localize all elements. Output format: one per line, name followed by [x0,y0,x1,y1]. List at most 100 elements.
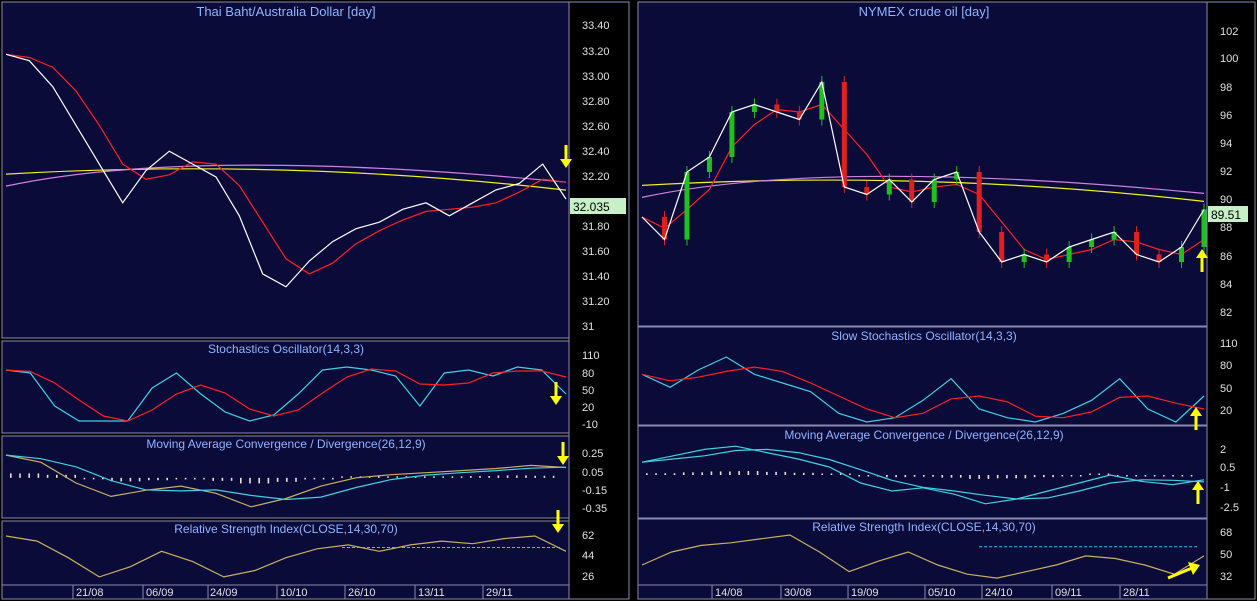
tick-label: 32.60 [582,121,610,133]
right-stoch-title: Slow Stochastics Oscillator(14,3,3) [831,329,1016,343]
macd-histogram-bar [1033,475,1036,478]
signal-line [641,448,1205,500]
tick-label: 33.20 [582,46,610,58]
right-value-axis [1206,1,1256,600]
right-rsi-up-arrow [1167,566,1193,580]
tick-label: 0.05 [582,467,603,479]
right-rsi-title: Relative Strength Index(CLOSE,14,30,70) [812,520,1035,534]
tick-label: 20 [582,402,594,414]
macd-histogram-bar [1024,475,1027,479]
macd-histogram-bar [895,475,897,478]
macd-histogram-bar [1098,473,1101,475]
macd-histogram-bar [1061,475,1064,477]
macd-histogram-bar [682,472,685,475]
left-stoch-title: Stochastics Oscillator(14,3,3) [208,342,364,356]
macd-histogram-bar [552,475,555,478]
macd-histogram-bar [1015,475,1017,479]
tick-label: 0.5 [1220,462,1235,474]
candle-body [819,82,825,120]
macd-histogram-bar [1070,475,1073,477]
plot-layer [5,53,1208,580]
macd-histogram-bar [488,476,490,478]
left-price-ticks: 33.40 33.20 33.00 32.80 32.60 32.40 32.2… [582,20,610,333]
macd-histogram-bar [941,475,944,478]
candle-body [1089,239,1095,247]
candle-body [1156,254,1162,262]
left-macd-title: Moving Average Convergence / Divergence(… [146,437,425,451]
right-rsi-ticks: 68 50 32 [1220,527,1232,583]
tick-label: 50 [1220,549,1232,561]
tick-label: 110 [582,350,600,362]
macd-histogram-bar [138,477,141,482]
macd-histogram-bar [1153,475,1156,477]
left-stoch-panel [1,340,570,434]
left-rsi-title: Relative Strength Index(CLOSE,14,30,70) [174,522,397,536]
tick-label: 32.20 [582,171,610,183]
candle-body [1066,247,1072,262]
right-macd-title: Moving Average Convergence / Divergence(… [784,428,1063,442]
left-value-axis [568,1,630,600]
macd-histogram-bar [378,476,380,478]
left-price-down-arrow [560,159,572,168]
tick-label: 86 [1220,251,1232,263]
macd-histogram-bar [497,475,500,478]
macd-histogram-bar [1126,475,1128,477]
right-macd-panel [637,425,1208,519]
candle-body [796,112,802,120]
candle-body [886,179,892,195]
right-price-title: NYMEX crude oil [day] [859,4,990,19]
macd-histogram-bar [738,471,740,475]
macd-histogram-bar [534,475,536,478]
candle-body [909,179,915,202]
macd-histogram-bar [719,471,722,475]
tick-label: 50 [1220,383,1232,395]
macd-histogram-bar [664,473,667,475]
macd-histogram-bar [1135,475,1137,477]
long-moving-average-line [641,179,1205,202]
macd-histogram-bar [858,475,860,477]
macd-histogram-bar [166,477,168,481]
macd-histogram-bar [543,475,546,478]
macd-histogram-bar [212,477,214,481]
macd-histogram-bar [56,474,58,478]
tick-label: 31.40 [582,271,610,283]
candle-body [864,187,870,195]
macd-histogram-bar [37,473,40,478]
macd-histogram-bar [1163,475,1165,477]
tick-label: 0.25 [582,448,603,460]
left-macd-down-arrow [557,456,569,465]
left-current-price-badge [570,198,626,214]
date-label: 06/09 [146,587,174,599]
series-line [5,53,567,288]
tick-label: 84 [1220,279,1232,291]
right-macd-up-arrow [1192,481,1204,490]
tick-label: 32.80 [582,96,610,108]
right-price-up-arrow [1196,249,1208,258]
candle-body [661,217,667,240]
macd-histogram-bar [341,476,343,478]
macd-histogram-bar [692,472,694,475]
left-price-title: Thai Baht/Australia Dollar [day] [196,4,375,19]
macd-histogram-bar [756,471,759,475]
macd-histogram-bar [516,475,518,478]
macd-histogram-bar [451,476,454,478]
tick-label: -0.15 [582,485,607,497]
macd-histogram-bar [793,472,796,475]
macd-histogram-bar [74,474,76,478]
tick-label: 94 [1220,138,1232,150]
slow-moving-average-line [641,175,1205,198]
macd-histogram-bar [978,475,980,479]
macd-histogram-bar [525,475,527,478]
macd-histogram-bar [932,475,934,477]
signal-line [641,366,1205,419]
macd-histogram-bar [849,473,851,475]
fast-moving-average-line [641,103,1205,261]
tick-label: -1 [1220,482,1230,494]
macd-histogram-bar [646,473,648,475]
right-rsi-up-arrow [1188,562,1200,575]
macd-histogram-bar [1172,475,1174,477]
fast-moving-average-line [5,53,567,275]
macd-histogram-bar [913,475,916,477]
macd-histogram-bar [276,477,279,482]
macd-histogram-bar [1181,475,1184,477]
